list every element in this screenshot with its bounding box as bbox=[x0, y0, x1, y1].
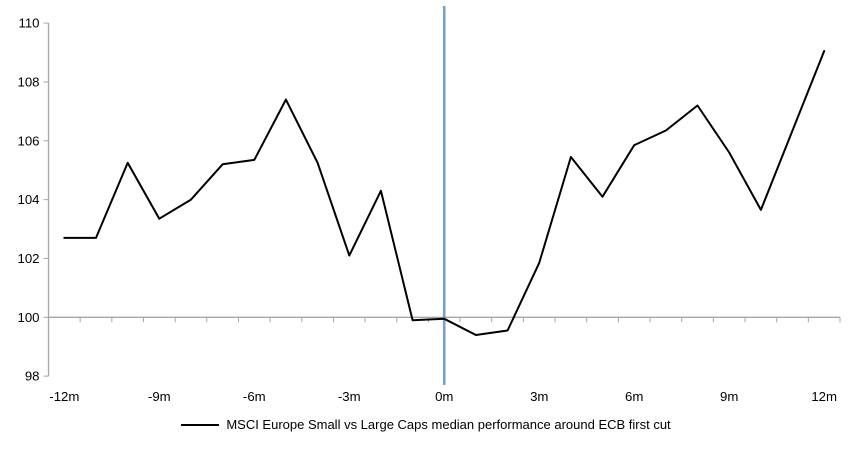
x-tick-label: 12m bbox=[811, 389, 837, 404]
x-tick-label: 6m bbox=[625, 389, 643, 404]
y-tick-label: 102 bbox=[17, 251, 39, 266]
y-tick-label: 100 bbox=[17, 310, 39, 325]
x-tick-label: 0m bbox=[435, 389, 453, 404]
x-tick-label: -9m bbox=[148, 389, 171, 404]
legend-label: MSCI Europe Small vs Large Caps median p… bbox=[226, 417, 671, 432]
x-tick-label: -3m bbox=[338, 389, 361, 404]
y-tick-label: 110 bbox=[18, 16, 39, 31]
legend-line-swatch bbox=[181, 423, 220, 426]
x-tick-label: -6m bbox=[243, 389, 266, 404]
y-tick-label: 104 bbox=[17, 192, 39, 207]
y-tick-label: 108 bbox=[17, 74, 39, 89]
y-tick-label: 106 bbox=[17, 133, 39, 148]
x-tick-label: -12m bbox=[49, 389, 79, 404]
x-tick-label: 9m bbox=[720, 389, 738, 404]
legend: MSCI Europe Small vs Large Caps median p… bbox=[0, 417, 852, 432]
y-tick-label: 98 bbox=[25, 369, 40, 384]
x-tick-label: 3m bbox=[530, 389, 548, 404]
series-line bbox=[63, 50, 826, 336]
